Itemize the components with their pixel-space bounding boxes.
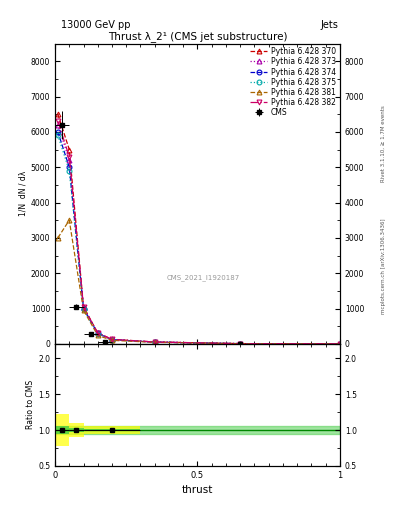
Line: Pythia 6.428 373: Pythia 6.428 373 [55,122,342,346]
Pythia 6.428 375 [95,331,100,337]
Line: Pythia 6.428 374: Pythia 6.428 374 [55,130,342,346]
Bar [55,426,340,434]
Pythia 6.428 382 [81,304,86,310]
Text: 13000 GeV pp: 13000 GeV pp [61,19,130,30]
FancyBboxPatch shape [69,423,84,437]
Pythia 6.428 370 [152,339,157,345]
FancyBboxPatch shape [84,426,141,434]
Pythia 6.428 382 [152,339,157,345]
Pythia 6.428 375 [238,340,242,347]
Pythia 6.428 381 [152,339,157,346]
Pythia 6.428 373 [152,339,157,345]
Line: Pythia 6.428 375: Pythia 6.428 375 [55,133,342,346]
Pythia 6.428 370 [95,330,100,336]
Pythia 6.428 370 [238,340,242,347]
Pythia 6.428 375 [81,306,86,312]
X-axis label: thrust: thrust [182,485,213,495]
Y-axis label: Ratio to CMS: Ratio to CMS [26,380,35,430]
Pythia 6.428 373 [338,341,342,347]
Pythia 6.428 374 [55,129,60,135]
Pythia 6.428 382 [338,341,342,347]
Pythia 6.428 381 [110,337,114,344]
Pythia 6.428 381 [95,332,100,338]
Pythia 6.428 381 [238,340,242,347]
Pythia 6.428 373 [110,336,114,343]
Pythia 6.428 374 [152,339,157,345]
Pythia 6.428 381 [338,341,342,347]
Pythia 6.428 374 [110,336,114,343]
Pythia 6.428 370 [338,341,342,347]
Pythia 6.428 382 [95,330,100,336]
Pythia 6.428 382 [55,118,60,124]
Pythia 6.428 373 [67,157,72,163]
Pythia 6.428 381 [67,217,72,223]
Pythia 6.428 374 [95,330,100,336]
Text: mcplots.cern.ch [arXiv:1306.3436]: mcplots.cern.ch [arXiv:1306.3436] [381,219,386,314]
Pythia 6.428 375 [338,341,342,347]
Pythia 6.428 381 [55,235,60,241]
Text: CMS_2021_I1920187: CMS_2021_I1920187 [167,274,240,281]
Pythia 6.428 375 [55,132,60,138]
Pythia 6.428 370 [67,146,72,153]
Pythia 6.428 374 [238,340,242,347]
FancyBboxPatch shape [84,429,141,432]
Line: Pythia 6.428 381: Pythia 6.428 381 [55,218,342,346]
Y-axis label: 1/N  dN / dλ: 1/N dN / dλ [19,171,28,217]
Pythia 6.428 373 [238,340,242,347]
Pythia 6.428 373 [95,330,100,336]
Pythia 6.428 382 [238,340,242,347]
Pythia 6.428 375 [110,337,114,343]
Pythia 6.428 375 [152,339,157,345]
FancyBboxPatch shape [55,426,69,434]
Pythia 6.428 382 [67,154,72,160]
Pythia 6.428 374 [81,306,86,312]
Pythia 6.428 375 [67,167,72,174]
Pythia 6.428 373 [81,305,86,311]
Legend: Pythia 6.428 370, Pythia 6.428 373, Pythia 6.428 374, Pythia 6.428 375, Pythia 6: Pythia 6.428 370, Pythia 6.428 373, Pyth… [249,46,338,119]
Pythia 6.428 370 [110,336,114,343]
Pythia 6.428 382 [110,336,114,343]
Pythia 6.428 370 [81,304,86,310]
Pythia 6.428 370 [55,111,60,117]
Title: Thrust λ_2¹ (CMS jet substructure): Thrust λ_2¹ (CMS jet substructure) [108,31,287,42]
Text: Jets: Jets [321,19,339,30]
FancyBboxPatch shape [69,428,84,432]
Pythia 6.428 374 [338,341,342,347]
FancyBboxPatch shape [55,414,69,446]
Text: Rivet 3.1.10, ≥ 1.7M events: Rivet 3.1.10, ≥ 1.7M events [381,105,386,182]
Pythia 6.428 373 [55,122,60,128]
Line: Pythia 6.428 370: Pythia 6.428 370 [55,112,342,346]
Pythia 6.428 374 [67,164,72,170]
Line: Pythia 6.428 382: Pythia 6.428 382 [55,119,342,346]
Pythia 6.428 381 [81,307,86,313]
